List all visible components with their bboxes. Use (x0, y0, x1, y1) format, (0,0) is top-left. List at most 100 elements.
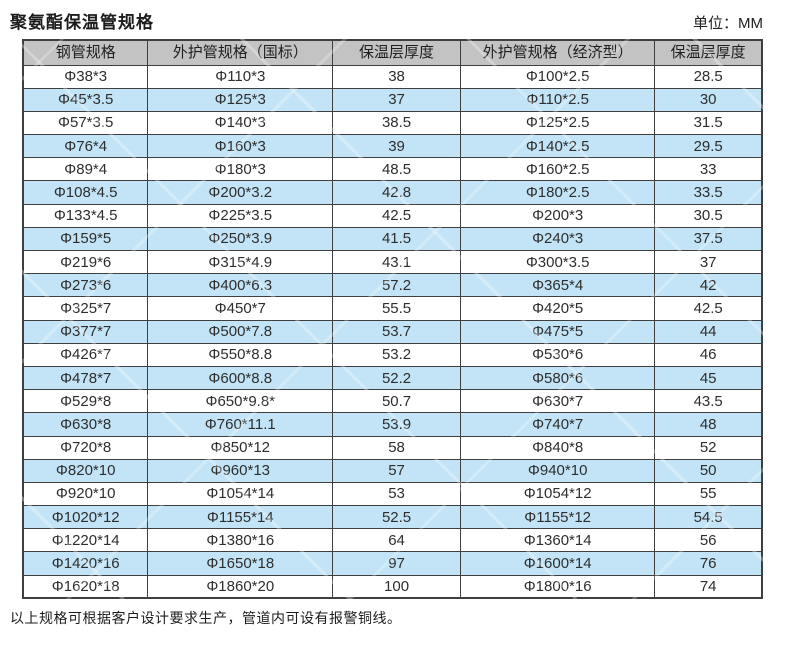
table-row: Φ159*5 Φ250*3.9 41.5 Φ240*3 37.5 (22, 226, 763, 252)
cell-insulation-thickness-1: 43.1 (332, 249, 461, 275)
cell-outer-pipe-national: Φ125*3 (147, 87, 334, 112)
cell-insulation-thickness-1: 57.2 (332, 273, 461, 298)
cell-steel-pipe-spec: Φ820*10 (22, 458, 149, 483)
table-row: Φ108*4.5 Φ200*3.2 42.8 Φ180*2.5 33.5 (22, 180, 763, 205)
cell-insulation-thickness-1: 55.5 (332, 296, 461, 321)
cell-outer-pipe-economic: Φ1360*14 (459, 528, 656, 553)
cell-steel-pipe-spec: Φ1220*14 (22, 528, 149, 553)
cell-insulation-thickness-2: 50 (654, 458, 763, 483)
cell-outer-pipe-economic: Φ100*2.5 (459, 64, 656, 89)
table-row: Φ76*4 Φ160*3 39 Φ140*2.5 29.5 (22, 134, 763, 159)
cell-insulation-thickness-2: 56 (654, 528, 763, 553)
cell-outer-pipe-national: Φ960*13 (147, 458, 334, 483)
table-row: Φ720*8 Φ850*12 58 Φ840*8 52 (22, 435, 763, 460)
table-row: Φ426*7 Φ550*8.8 53.2 Φ530*6 46 (22, 342, 763, 367)
cell-insulation-thickness-2: 46 (654, 342, 763, 367)
cell-steel-pipe-spec: Φ1620*18 (22, 574, 149, 599)
cell-insulation-thickness-1: 37 (332, 87, 461, 112)
cell-insulation-thickness-1: 53 (332, 481, 461, 507)
cell-insulation-thickness-2: 37.5 (654, 226, 763, 252)
cell-insulation-thickness-2: 42 (654, 273, 763, 298)
cell-insulation-thickness-1: 41.5 (332, 226, 461, 252)
page-title: 聚氨酯保温管规格 (10, 13, 154, 32)
cell-outer-pipe-economic: Φ940*10 (459, 458, 656, 483)
header-row: 钢管规格 外护管规格（国标） 保温层厚度 外护管规格（经济型） 保温层厚度 (22, 39, 763, 66)
col-header-insulation-thickness-1: 保温层厚度 (332, 39, 461, 66)
cell-steel-pipe-spec: Φ159*5 (22, 226, 149, 252)
cell-insulation-thickness-1: 64 (332, 528, 461, 553)
cell-steel-pipe-spec: Φ920*10 (22, 481, 149, 507)
cell-outer-pipe-economic: Φ300*3.5 (459, 249, 656, 275)
table-row: Φ45*3.5 Φ125*3 37 Φ110*2.5 30 (22, 87, 763, 112)
col-header-insulation-thickness-2: 保温层厚度 (654, 39, 763, 66)
cell-outer-pipe-national: Φ1860*20 (147, 574, 334, 599)
table-row: Φ920*10 Φ1054*14 53 Φ1054*12 55 (22, 481, 763, 507)
cell-steel-pipe-spec: Φ45*3.5 (22, 87, 149, 112)
table-row: Φ820*10 Φ960*13 57 Φ940*10 50 (22, 458, 763, 483)
cell-outer-pipe-economic: Φ240*3 (459, 226, 656, 252)
cell-insulation-thickness-1: 57 (332, 458, 461, 483)
cell-insulation-thickness-1: 38 (332, 64, 461, 89)
cell-outer-pipe-national: Φ160*3 (147, 134, 334, 159)
cell-outer-pipe-national: Φ1650*18 (147, 551, 334, 576)
cell-steel-pipe-spec: Φ57*3.5 (22, 110, 149, 136)
cell-outer-pipe-national: Φ140*3 (147, 110, 334, 136)
table-row: Φ1620*18 Φ1860*20 100 Φ1800*16 74 (22, 574, 763, 599)
spec-table-wrap: 钢管规格 外护管规格（国标） 保温层厚度 外护管规格（经济型） 保温层厚度 Φ3… (22, 39, 763, 600)
cell-insulation-thickness-2: 42.5 (654, 296, 763, 321)
cell-outer-pipe-economic: Φ365*4 (459, 273, 656, 298)
cell-insulation-thickness-2: 31.5 (654, 110, 763, 136)
table-row: Φ529*8 Φ650*9.8* 50.7 Φ630*7 43.5 (22, 389, 763, 414)
cell-outer-pipe-national: Φ200*3.2 (147, 180, 334, 205)
table-row: Φ89*4 Φ180*3 48.5 Φ160*2.5 33 (22, 157, 763, 182)
cell-insulation-thickness-2: 28.5 (654, 64, 763, 89)
cell-outer-pipe-national: Φ760*11.1 (147, 412, 334, 437)
cell-steel-pipe-spec: Φ478*7 (22, 365, 149, 391)
cell-insulation-thickness-1: 42.8 (332, 180, 461, 205)
cell-outer-pipe-national: Φ1155*14 (147, 505, 334, 530)
cell-outer-pipe-economic: Φ110*2.5 (459, 87, 656, 112)
table-row: Φ630*8 Φ760*11.1 53.9 Φ740*7 48 (22, 412, 763, 437)
cell-outer-pipe-economic: Φ475*5 (459, 319, 656, 344)
cell-insulation-thickness-1: 48.5 (332, 157, 461, 182)
cell-outer-pipe-national: Φ450*7 (147, 296, 334, 321)
cell-insulation-thickness-1: 100 (332, 574, 461, 599)
table-row: Φ57*3.5 Φ140*3 38.5 Φ125*2.5 31.5 (22, 110, 763, 136)
cell-outer-pipe-national: Φ180*3 (147, 157, 334, 182)
cell-insulation-thickness-2: 43.5 (654, 389, 763, 414)
cell-outer-pipe-national: Φ650*9.8* (147, 389, 334, 414)
cell-insulation-thickness-2: 33.5 (654, 180, 763, 205)
table-row: Φ377*7 Φ500*7.8 53.7 Φ475*5 44 (22, 319, 763, 344)
cell-steel-pipe-spec: Φ325*7 (22, 296, 149, 321)
cell-outer-pipe-national: Φ315*4.9 (147, 249, 334, 275)
cell-steel-pipe-spec: Φ219*6 (22, 249, 149, 275)
cell-steel-pipe-spec: Φ720*8 (22, 435, 149, 460)
cell-steel-pipe-spec: Φ1020*12 (22, 505, 149, 530)
cell-insulation-thickness-2: 76 (654, 551, 763, 576)
cell-insulation-thickness-2: 30.5 (654, 203, 763, 228)
cell-outer-pipe-national: Φ550*8.8 (147, 342, 334, 367)
cell-steel-pipe-spec: Φ38*3 (22, 64, 149, 89)
cell-outer-pipe-national: Φ225*3.5 (147, 203, 334, 228)
table-row: Φ219*6 Φ315*4.9 43.1 Φ300*3.5 37 (22, 249, 763, 275)
cell-outer-pipe-national: Φ110*3 (147, 64, 334, 89)
cell-insulation-thickness-1: 42.5 (332, 203, 461, 228)
table-row: Φ325*7 Φ450*7 55.5 Φ420*5 42.5 (22, 296, 763, 321)
cell-outer-pipe-economic: Φ1155*12 (459, 505, 656, 530)
cell-steel-pipe-spec: Φ377*7 (22, 319, 149, 344)
footer-note: 以上规格可根据客户设计要求生产，管道内可设有报警铜线。 (10, 610, 402, 627)
cell-outer-pipe-economic: Φ630*7 (459, 389, 656, 414)
cell-outer-pipe-national: Φ250*3.9 (147, 226, 334, 252)
cell-insulation-thickness-1: 52.5 (332, 505, 461, 530)
cell-outer-pipe-economic: Φ1600*14 (459, 551, 656, 576)
table-row: Φ273*6 Φ400*6.3 57.2 Φ365*4 42 (22, 273, 763, 298)
cell-outer-pipe-national: Φ500*7.8 (147, 319, 334, 344)
cell-insulation-thickness-2: 30 (654, 87, 763, 112)
cell-insulation-thickness-2: 48 (654, 412, 763, 437)
table-row: Φ38*3 Φ110*3 38 Φ100*2.5 28.5 (22, 64, 763, 89)
cell-outer-pipe-national: Φ600*8.8 (147, 365, 334, 391)
table-header: 钢管规格 外护管规格（国标） 保温层厚度 外护管规格（经济型） 保温层厚度 (22, 39, 763, 66)
col-header-outer-pipe-economic: 外护管规格（经济型） (459, 39, 656, 66)
cell-outer-pipe-economic: Φ840*8 (459, 435, 656, 460)
cell-steel-pipe-spec: Φ529*8 (22, 389, 149, 414)
